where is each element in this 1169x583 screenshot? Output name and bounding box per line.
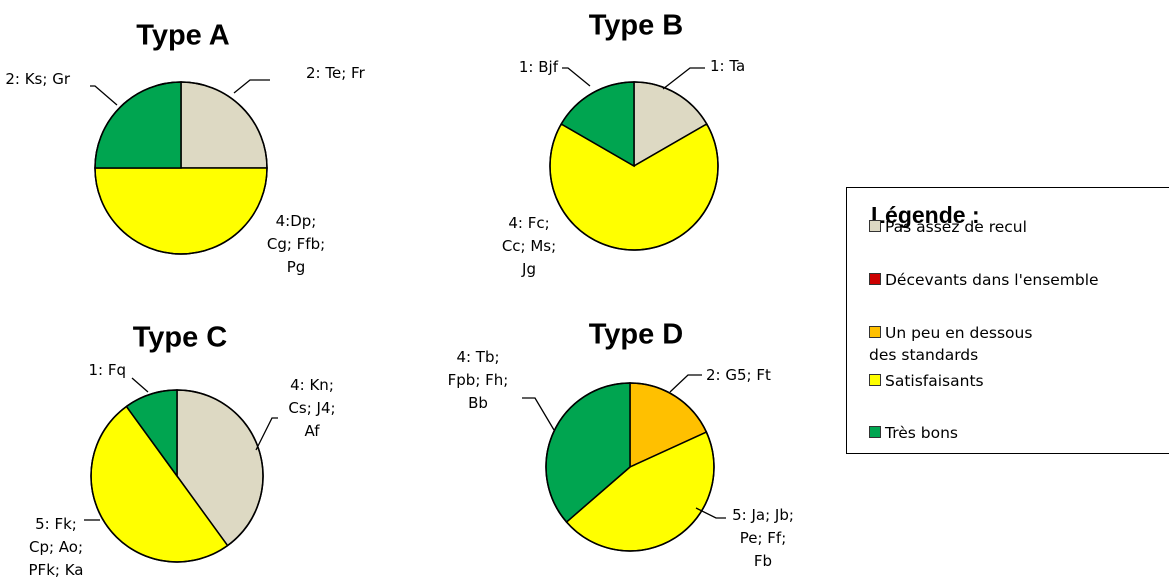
chart-title: Type B bbox=[589, 10, 684, 42]
data-label-satisfaisants: 5: Ja; Jb; Pe; Ff; Fb bbox=[732, 506, 794, 570]
data-label-tres-bons: 1: Fq bbox=[88, 361, 126, 379]
data-label-satisfaisants: 5: Fk; Cp; Ao; PFk; Ka bbox=[29, 515, 84, 579]
chart-title: Type D bbox=[589, 319, 684, 351]
leader-line bbox=[522, 397, 555, 431]
chart-title: Type A bbox=[136, 20, 230, 52]
leader-line bbox=[669, 374, 702, 393]
data-label-satisfaisants: 4: Fc; Cc; Ms; Jg bbox=[502, 214, 556, 278]
legend-swatch bbox=[869, 426, 881, 438]
legend: Légende : Pas assez de recul Décevants d… bbox=[846, 187, 1169, 454]
pie-outline bbox=[94, 81, 268, 255]
leader-line bbox=[131, 377, 149, 393]
legend-swatch bbox=[869, 273, 881, 285]
data-label-un-peu-en-dessous-des-standards: 2: G5; Ft bbox=[706, 366, 771, 384]
legend-label: Pas assez de recul bbox=[885, 218, 1027, 236]
legend-label: Très bons bbox=[885, 424, 958, 442]
data-label-tres-bons: 4: Tb; Fpb; Fh; Bb bbox=[448, 348, 509, 412]
data-label-pas-assez-de-recul: 2: Te; Fr bbox=[306, 64, 366, 82]
leader-line bbox=[562, 67, 591, 87]
legend-item-satisfaisants: Satisfaisants bbox=[869, 370, 1169, 392]
pie-outline bbox=[545, 382, 715, 552]
pie-chart-type-c: Type C 4: Kn; Cs; J4; Af 5: Fk; Cp; Ao; PFk; K… bbox=[29, 322, 336, 579]
chart-title: Type C bbox=[133, 322, 228, 354]
legend-item-pas-assez-de-recul: Pas assez de recul bbox=[869, 216, 1169, 238]
pie-chart-type-d: Type D 2: G5; Ft 5: Ja; Jb; Pe; Ff; Fb 4: Tb;… bbox=[448, 319, 794, 570]
pie-outline bbox=[90, 389, 264, 563]
pie-chart-type-b: Type B 1: Ta 4: Fc; Cc; Ms; Jg 1: Bjf bbox=[502, 10, 745, 278]
pie-chart-type-a: Type A 2: Te; Fr 4:Dp; Cg; Ffb; Pg 2: Ks; Gr bbox=[5, 20, 365, 276]
leader-line bbox=[695, 507, 726, 519]
data-label-pas-assez-de-recul: 4: Kn; Cs; J4; Af bbox=[288, 376, 335, 440]
legend-swatch bbox=[869, 220, 881, 232]
data-label-pas-assez-de-recul: 1: Ta bbox=[710, 57, 745, 75]
legend-label: Satisfaisants bbox=[885, 372, 984, 390]
data-label-satisfaisants: 4:Dp; Cg; Ffb; Pg bbox=[267, 212, 325, 276]
data-label-tres-bons: 2: Ks; Gr bbox=[5, 70, 70, 88]
legend-swatch bbox=[869, 374, 881, 386]
legend-label: Décevants dans l'ensemble bbox=[885, 271, 1099, 289]
leader-line bbox=[90, 85, 118, 106]
legend-title: Légende : bbox=[871, 202, 980, 228]
pie-slice-satisfaisants bbox=[94, 167, 268, 255]
legend-item-decevants: Décevants dans l'ensemble bbox=[869, 269, 1169, 291]
leader-line bbox=[255, 417, 278, 451]
pie-slice-tres-bons bbox=[94, 81, 182, 169]
leader-line bbox=[662, 67, 705, 90]
leader-line bbox=[233, 79, 270, 94]
pie-slice-pas-assez-de-recul bbox=[180, 81, 268, 169]
pie-outline bbox=[549, 81, 719, 251]
legend-swatch bbox=[869, 326, 881, 338]
data-label-tres-bons: 1: Bjf bbox=[519, 58, 559, 76]
legend-item-un-peu-en-dessous: Un peu en dessous des standards bbox=[869, 322, 1039, 366]
legend-label: Un peu en dessous des standards bbox=[869, 324, 1033, 364]
legend-item-tres-bons: Très bons bbox=[869, 422, 1169, 444]
